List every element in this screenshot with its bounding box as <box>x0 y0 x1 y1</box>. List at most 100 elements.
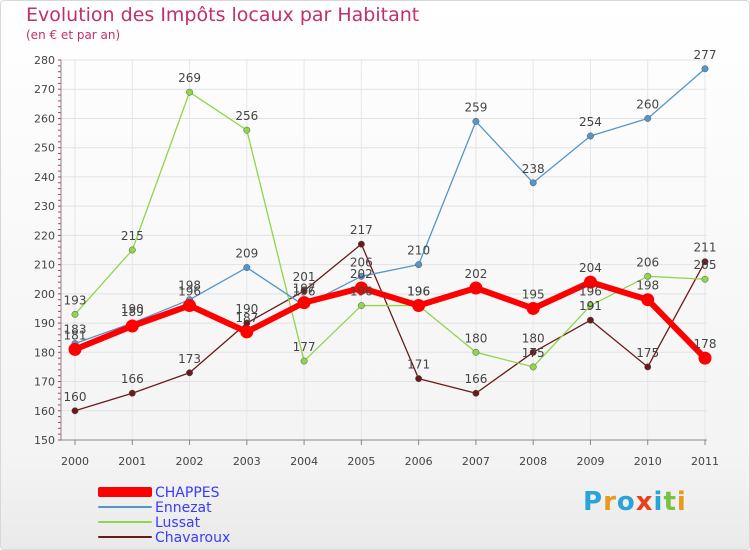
data-label-lussat: 177 <box>293 340 316 354</box>
data-label-chavaroux: 190 <box>235 302 258 316</box>
data-label-ennezat: 183 <box>64 323 87 337</box>
x-tick-label: 2011 <box>691 455 719 468</box>
data-label-chavaroux: 171 <box>407 358 430 372</box>
data-label-lussat: 256 <box>235 109 258 123</box>
x-tick-label: 2006 <box>405 455 433 468</box>
data-label-ennezat: 259 <box>464 100 487 114</box>
series-line-ennezat <box>74 68 706 345</box>
data-point-chavaroux <box>644 363 652 371</box>
data-label-chavaroux: 173 <box>178 352 201 366</box>
y-tick-label: 240 <box>34 171 55 184</box>
data-point-lussat <box>71 310 79 318</box>
data-point-chavaroux <box>71 407 79 415</box>
y-tick-label: 270 <box>34 83 55 96</box>
x-tick-label: 2001 <box>118 455 146 468</box>
x-tick-label: 2004 <box>290 455 318 468</box>
data-label-chavaroux: 201 <box>293 270 316 284</box>
y-tick-label: 260 <box>34 112 55 125</box>
data-label-chappes: 196 <box>178 285 201 299</box>
y-tick-label: 180 <box>34 346 55 359</box>
data-point-chappes <box>412 299 426 313</box>
data-label-chappes: 202 <box>464 267 487 281</box>
data-label-ennezat: 260 <box>636 97 659 111</box>
data-label-chavaroux: 166 <box>121 372 144 386</box>
data-label-lussat: 196 <box>579 285 602 299</box>
data-point-ennezat <box>357 272 365 280</box>
data-label-chappes: 196 <box>407 285 430 299</box>
data-point-chavaroux <box>128 389 136 397</box>
y-tick-label: 250 <box>34 142 55 155</box>
y-tick-label: 210 <box>34 259 55 272</box>
data-label-chavaroux: 160 <box>64 390 87 404</box>
x-tick-label: 2007 <box>462 455 490 468</box>
data-point-chavaroux <box>587 316 594 324</box>
data-label-chappes: 189 <box>121 305 144 319</box>
data-label-chappes: 202 <box>350 267 373 281</box>
data-point-chavaroux <box>300 287 308 295</box>
data-point-ennezat <box>529 179 537 187</box>
data-point-ennezat <box>472 117 480 125</box>
logo-letter: x <box>635 487 654 517</box>
data-point-lussat <box>529 363 537 371</box>
data-point-lussat <box>357 302 365 309</box>
x-tick-label: 2003 <box>233 455 261 468</box>
legend-label-ennezat: Ennezat <box>155 500 212 516</box>
x-tick-label: 2008 <box>519 455 547 468</box>
chart-title: Evolution des Impôts locaux par Habitant <box>26 4 420 26</box>
data-label-chavaroux: 211 <box>694 241 717 255</box>
data-label-chavaroux: 175 <box>636 346 659 360</box>
logo-letter: o <box>616 487 636 517</box>
x-tick-label: 2009 <box>576 455 604 468</box>
logo-letter: t <box>663 487 677 517</box>
data-label-ennezat: 190 <box>121 302 144 316</box>
data-point-chappes <box>125 319 139 333</box>
y-tick-label: 160 <box>34 405 55 418</box>
data-label-ennezat: 206 <box>350 255 373 269</box>
proxiti-logo: Proxiti <box>583 487 687 517</box>
data-label-chavaroux: 166 <box>464 372 487 386</box>
data-label-lussat: 175 <box>522 346 545 360</box>
legend-label-lussat: Lussat <box>155 515 201 531</box>
data-label-chappes: 187 <box>235 311 258 325</box>
series-line-chappes <box>73 279 708 361</box>
data-label-chavaroux: 180 <box>522 331 545 345</box>
data-point-chappes <box>698 351 712 365</box>
legend-swatch-chappes <box>98 487 152 497</box>
data-point-chappes <box>641 293 655 307</box>
series-line-lussat <box>74 91 706 368</box>
y-tick-label: 170 <box>34 376 55 389</box>
chart-subtitle: (en € et par an) <box>26 28 121 42</box>
data-point-chavaroux <box>529 348 537 356</box>
data-label-chappes: 178 <box>694 337 717 351</box>
data-label-lussat: 196 <box>407 285 430 299</box>
legend-label-chappes: CHAPPES <box>155 485 220 501</box>
data-label-lussat: 206 <box>636 255 659 269</box>
series-line-chavaroux <box>74 243 706 412</box>
data-label-chappes: 197 <box>293 282 316 296</box>
data-point-chappes <box>469 281 483 295</box>
legend-swatch-ennezat <box>98 506 152 508</box>
data-label-chavaroux: 191 <box>579 299 602 313</box>
y-tick-label: 220 <box>34 229 55 242</box>
data-point-lussat <box>701 275 709 283</box>
data-point-ennezat <box>243 264 251 271</box>
data-point-chappes <box>583 275 597 289</box>
data-label-chappes: 195 <box>522 287 545 301</box>
logo-letter: i <box>653 487 664 517</box>
x-tick-label: 2000 <box>61 455 89 468</box>
data-label-lussat: 180 <box>464 331 487 345</box>
data-point-lussat <box>587 302 594 309</box>
data-point-ennezat <box>587 132 594 140</box>
data-point-chavaroux <box>415 375 423 383</box>
data-point-ennezat <box>644 115 652 122</box>
data-point-lussat <box>644 272 652 280</box>
data-label-lussat: 205 <box>694 258 717 272</box>
data-label-ennezat: 254 <box>579 115 602 129</box>
logo-letter: i <box>676 487 687 517</box>
y-tick-label: 190 <box>34 317 55 330</box>
logo-letter: r <box>603 487 617 517</box>
legend-swatch-chavaroux <box>98 536 152 538</box>
data-label-lussat: 193 <box>64 293 87 307</box>
data-label-lussat: 196 <box>350 285 373 299</box>
